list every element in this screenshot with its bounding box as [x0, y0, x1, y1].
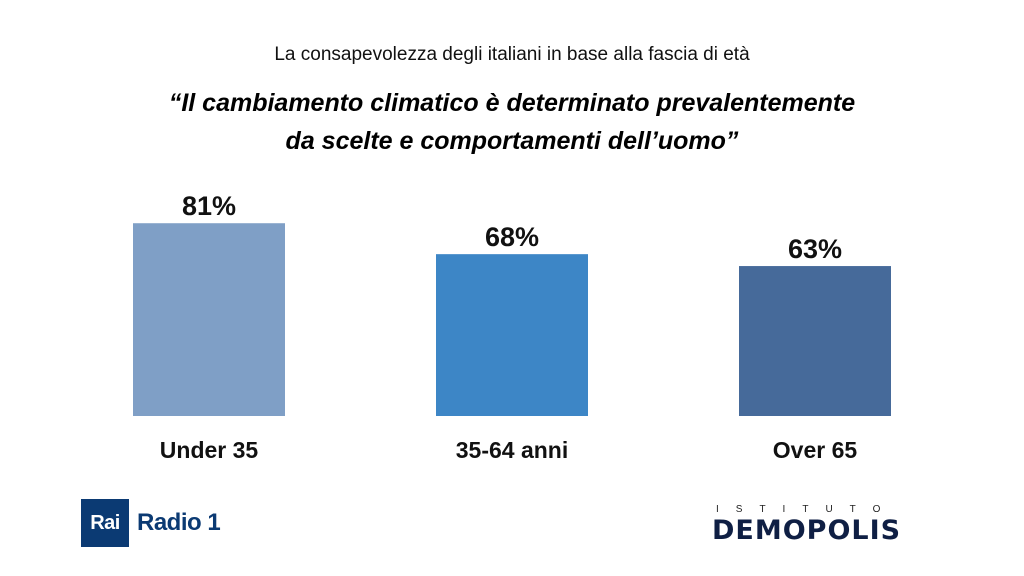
chart-title-line-2: da scelte e comportamenti dell’uomo” — [285, 127, 739, 155]
rai-logo-box: Rai — [81, 499, 129, 547]
value-label-3: 63% — [788, 234, 842, 264]
chart-title-line-1: “Il cambiamento climatico è determinato … — [168, 89, 856, 117]
demopolis-logo: ISTITUTO DEMOPOLIS — [712, 504, 942, 546]
value-label-1: 81% — [182, 191, 236, 221]
bar-2 — [436, 254, 588, 416]
chart-title: “Il cambiamento climatico è determinato … — [0, 84, 1024, 160]
category-label-1: Under 35 — [160, 437, 259, 463]
istituto-logo-text: ISTITUTO — [716, 504, 898, 515]
radio1-logo-text: Radio 1 — [137, 509, 221, 536]
bar-1 — [133, 223, 285, 416]
category-label-3: Over 65 — [773, 437, 858, 463]
demopolis-logo-text: DEMOPOLIS — [712, 515, 902, 546]
rai-radio1-logo: Rai Radio 1 — [81, 499, 221, 547]
value-label-2: 68% — [485, 222, 539, 252]
chart-subtitle: La consapevolezza degli italiani in base… — [274, 44, 750, 65]
bar-3 — [739, 266, 891, 416]
category-label-2: 35-64 anni — [456, 437, 569, 463]
